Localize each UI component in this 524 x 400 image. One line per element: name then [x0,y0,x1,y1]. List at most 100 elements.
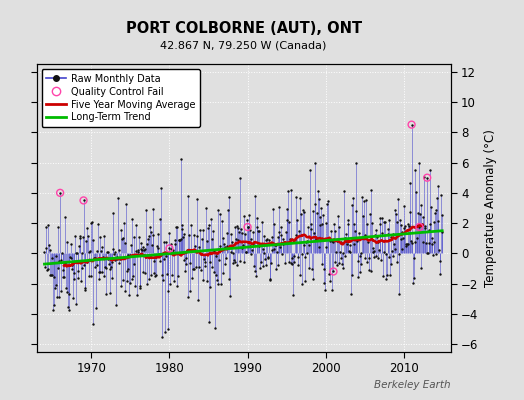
Point [424,250,432,256]
Point [257,259,266,266]
Point [154,245,162,251]
Point [110,209,118,216]
Point [333,238,342,244]
Point [256,264,264,271]
Point [369,245,377,252]
Point [306,167,314,173]
Point [335,224,344,230]
Point [177,156,185,162]
Point [286,187,294,194]
Point [64,306,73,313]
Point [304,265,313,271]
Point [113,256,121,262]
Point [290,258,299,265]
Point [267,247,276,254]
Point [86,220,95,226]
Point [392,259,401,265]
Point [375,247,383,253]
Point [400,202,408,209]
Point [147,228,156,235]
Point [320,280,328,286]
Point [106,266,114,272]
Point [196,227,204,234]
Point [117,227,125,233]
Point [112,302,121,308]
Point [53,224,62,231]
Point [129,261,138,268]
Legend: Raw Monthly Data, Quality Control Fail, Five Year Moving Average, Long-Term Tren: Raw Monthly Data, Quality Control Fail, … [41,69,200,127]
Point [315,244,323,250]
Point [145,276,153,282]
Point [363,221,371,227]
Point [48,254,57,261]
Point [346,242,355,248]
Point [200,259,209,265]
Point [48,272,56,278]
Point [183,193,192,199]
Point [422,240,430,246]
Point [316,222,325,228]
Point [250,192,259,199]
Point [128,216,137,222]
Point [46,247,54,254]
Point [221,244,230,250]
Point [429,252,437,258]
Point [148,242,156,248]
Point [138,247,146,253]
Point [223,230,232,236]
Point [135,283,144,289]
Point [146,224,154,230]
Point [369,248,378,254]
Point [297,211,305,217]
Point [235,229,243,236]
Point [410,275,418,282]
Point [96,234,105,240]
Point [152,253,161,260]
Point [307,226,315,232]
Point [216,211,224,218]
Point [52,282,60,288]
Point [92,305,100,311]
Point [290,253,298,259]
Point [187,222,195,228]
Point [205,222,213,228]
Point [353,258,362,264]
Point [325,270,333,277]
Point [348,202,356,208]
Point [245,243,254,250]
Point [415,224,423,230]
Point [341,235,349,241]
Point [428,241,436,247]
Point [237,230,246,236]
Point [371,232,379,238]
Point [338,261,346,268]
Point [175,237,183,244]
Point [193,233,202,239]
Point [419,239,427,246]
Point [100,273,108,279]
Point [76,235,84,242]
Point [270,246,278,252]
Point [318,221,326,227]
Point [203,278,211,284]
Point [45,242,53,248]
Point [189,232,198,238]
Point [370,254,379,260]
Point [407,122,416,128]
Point [228,260,237,267]
Point [381,251,390,257]
Point [262,236,270,243]
Point [365,267,374,274]
Point [201,263,210,270]
Point [312,235,320,242]
Point [156,216,164,222]
Point [195,264,204,270]
Point [225,194,234,200]
Point [421,223,430,229]
Point [392,211,400,218]
Point [116,255,124,262]
Point [162,271,171,278]
Point [145,233,154,240]
Point [377,256,385,263]
Point [325,278,334,285]
